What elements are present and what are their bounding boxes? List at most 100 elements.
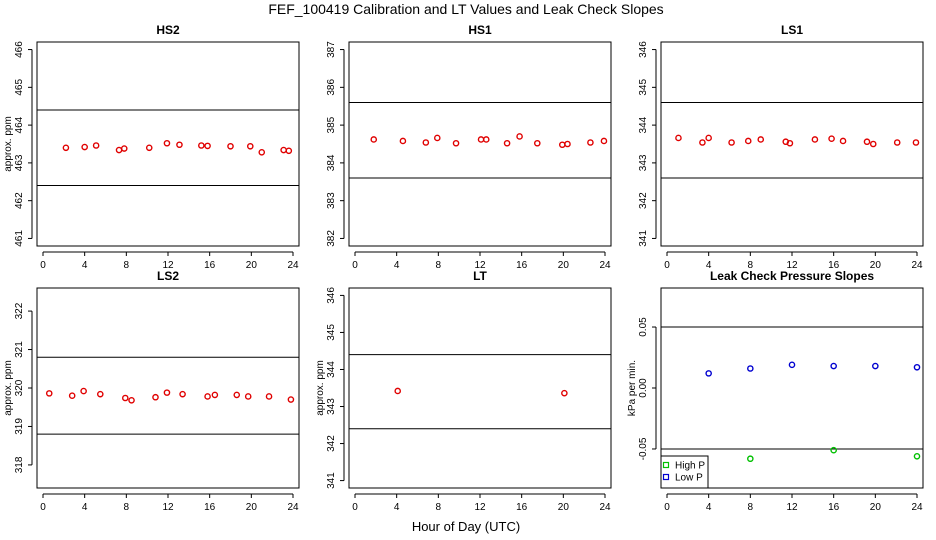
x-tick-label: 4	[394, 260, 400, 271]
data-point	[828, 135, 835, 143]
x-tick-label: 0	[40, 502, 46, 513]
x-axis: 0 4 8 12 16 20 24	[352, 493, 611, 513]
x-tick-label: 16	[516, 502, 528, 513]
plot-frame	[660, 287, 924, 489]
x-tick-label: 20	[558, 260, 570, 271]
data-point	[394, 387, 402, 395]
data-point	[152, 393, 159, 401]
chart-panel-2: HS1 0 4 8 12 16 20 24 382 383 384 385 386 387	[326, 23, 612, 271]
data-point	[477, 136, 485, 143]
x-tick-label: 20	[558, 502, 570, 513]
x-tick-label: 4	[706, 260, 712, 271]
plot-frame	[660, 41, 924, 247]
x-tick-label: 24	[599, 260, 611, 271]
y-axis: 341 342 343 344 345 346	[638, 41, 657, 247]
data-point	[705, 370, 712, 377]
series-points	[370, 133, 608, 149]
data-point	[786, 139, 794, 147]
y-tick-label: 342	[326, 435, 337, 452]
x-tick-label: 0	[40, 260, 46, 271]
y-tick-label: 322	[14, 302, 25, 319]
data-point	[705, 134, 712, 142]
data-point	[587, 139, 594, 146]
panel-title: LS2	[157, 269, 179, 283]
y-tick-label: 346	[326, 287, 337, 304]
x-axis: 0 4 8 12 16 20 24	[40, 251, 299, 271]
y-tick-label: 387	[326, 41, 337, 58]
data-point	[747, 365, 754, 372]
plot-frame	[36, 287, 300, 489]
x-tick-label: 4	[82, 260, 88, 271]
data-point	[744, 137, 752, 145]
data-point	[258, 149, 266, 156]
data-point	[811, 136, 819, 143]
data-point	[204, 393, 211, 400]
data-point	[176, 141, 183, 149]
data-point	[246, 142, 254, 150]
data-point	[163, 389, 171, 396]
y-axis: 341 342 343 344 345 346 approx. ppm	[315, 287, 345, 489]
series-low-p	[705, 361, 921, 377]
data-point	[399, 137, 407, 145]
x-tick-label: 16	[204, 260, 216, 271]
data-point	[863, 138, 871, 146]
plot-frame	[348, 41, 612, 247]
y-tick-label: 318	[14, 456, 25, 473]
x-tick-label: 4	[82, 502, 88, 513]
data-point	[68, 392, 76, 399]
data-point	[198, 142, 205, 149]
data-point	[561, 389, 568, 397]
x-tick-label: 16	[828, 260, 840, 271]
data-point	[675, 134, 682, 142]
chart-panels: HS2 0 4 8 12 16 20 24 461 462 463 464 465 466 approx. …	[3, 23, 924, 513]
data-point	[728, 139, 735, 146]
data-point	[265, 393, 273, 400]
data-point	[115, 146, 123, 154]
x-tick-label: 24	[287, 502, 299, 513]
data-point	[163, 139, 171, 147]
data-point	[81, 143, 88, 151]
x-tick-label: 4	[394, 502, 400, 513]
y-tick-label: 461	[14, 230, 25, 247]
y-tick-label: 320	[14, 379, 25, 396]
data-point	[564, 140, 571, 148]
data-point	[516, 133, 523, 140]
data-point	[788, 361, 796, 369]
x-tick-label: 20	[246, 502, 258, 513]
data-point	[433, 134, 441, 142]
x-tick-label: 20	[246, 260, 258, 271]
x-tick-label: 12	[786, 260, 798, 271]
x-tick-label: 8	[436, 260, 442, 271]
series-points	[62, 139, 293, 156]
data-point	[912, 139, 920, 146]
y-tick-label: 382	[326, 230, 337, 247]
data-point	[285, 147, 293, 155]
x-tick-label: 20	[870, 502, 882, 513]
x-tick-label: 12	[162, 260, 174, 271]
data-point	[452, 139, 460, 147]
data-point	[80, 387, 87, 395]
y-axis: 461 462 463 464 465 466 approx. ppm	[3, 41, 33, 247]
data-point	[533, 139, 541, 147]
x-tick-label: 12	[786, 502, 798, 513]
x-tick-label: 24	[911, 260, 923, 271]
data-point	[121, 394, 129, 402]
legend-marker	[662, 473, 670, 481]
y-axis: -0.05 0.00 0.05 kPa per min.	[627, 317, 657, 460]
y-axis-label: approx. ppm	[3, 360, 14, 416]
legend-box	[660, 455, 709, 489]
y-tick-label: 462	[14, 192, 25, 209]
data-point	[227, 142, 234, 150]
x-tick-label: 16	[516, 260, 528, 271]
data-point	[913, 452, 921, 460]
data-point	[830, 446, 837, 454]
data-point	[913, 363, 921, 371]
y-tick-label: 383	[326, 192, 337, 209]
x-tick-label: 24	[911, 502, 923, 513]
legend-label: High P	[675, 461, 705, 472]
x-tick-label: 12	[474, 260, 486, 271]
x-tick-label: 16	[828, 502, 840, 513]
y-tick-label: 345	[326, 324, 337, 341]
y-axis-label: kPa per min.	[627, 360, 638, 416]
